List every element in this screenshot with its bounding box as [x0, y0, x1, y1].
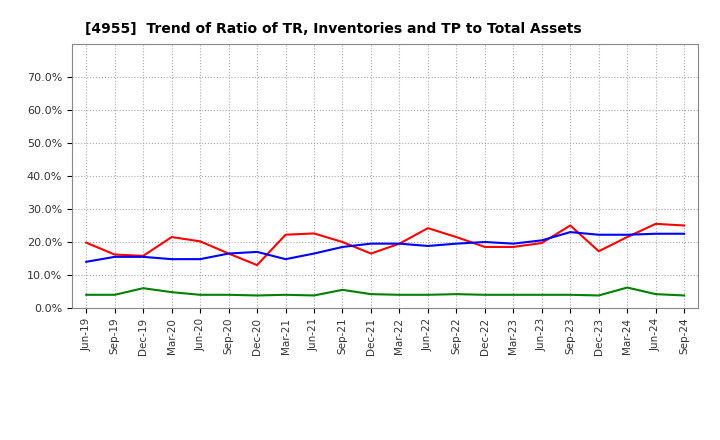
Trade Payables [680, 293, 688, 298]
Trade Payables [196, 292, 204, 297]
Trade Receivables [395, 241, 404, 246]
Trade Payables [82, 292, 91, 297]
Trade Receivables [253, 262, 261, 268]
Trade Receivables [167, 235, 176, 240]
Trade Payables [623, 285, 631, 290]
Trade Payables [282, 292, 290, 297]
Inventories [480, 239, 489, 245]
Trade Receivables [595, 249, 603, 254]
Line: Inventories: Inventories [86, 232, 684, 262]
Trade Receivables [680, 223, 688, 228]
Trade Payables [310, 293, 318, 298]
Trade Payables [652, 291, 660, 297]
Inventories [423, 243, 432, 249]
Trade Payables [509, 292, 518, 297]
Trade Payables [395, 292, 404, 297]
Inventories [225, 251, 233, 256]
Inventories [680, 231, 688, 236]
Trade Receivables [366, 251, 375, 256]
Trade Payables [338, 287, 347, 293]
Inventories [253, 249, 261, 254]
Trade Payables [566, 292, 575, 297]
Trade Payables [167, 290, 176, 295]
Trade Receivables [338, 239, 347, 245]
Inventories [167, 257, 176, 262]
Inventories [82, 259, 91, 264]
Trade Receivables [452, 235, 461, 240]
Trade Receivables [423, 225, 432, 231]
Inventories [537, 238, 546, 243]
Trade Payables [253, 293, 261, 298]
Inventories [282, 257, 290, 262]
Trade Receivables [652, 221, 660, 227]
Inventories [338, 244, 347, 249]
Line: Trade Payables: Trade Payables [86, 288, 684, 296]
Trade Receivables [139, 253, 148, 258]
Trade Payables [110, 292, 119, 297]
Inventories [509, 241, 518, 246]
Trade Receivables [566, 223, 575, 228]
Trade Payables [452, 291, 461, 297]
Inventories [652, 231, 660, 236]
Trade Receivables [509, 244, 518, 249]
Trade Payables [423, 292, 432, 297]
Trade Receivables [310, 231, 318, 236]
Trade Receivables [225, 251, 233, 256]
Trade Receivables [623, 235, 631, 240]
Trade Receivables [282, 232, 290, 238]
Inventories [310, 251, 318, 256]
Inventories [110, 254, 119, 260]
Inventories [566, 230, 575, 235]
Line: Trade Receivables: Trade Receivables [86, 224, 684, 265]
Inventories [139, 254, 148, 260]
Trade Payables [537, 292, 546, 297]
Inventories [623, 232, 631, 238]
Trade Payables [139, 286, 148, 291]
Trade Payables [225, 292, 233, 297]
Inventories [595, 232, 603, 238]
Trade Receivables [110, 252, 119, 257]
Inventories [452, 241, 461, 246]
Trade Payables [480, 292, 489, 297]
Trade Receivables [82, 240, 91, 245]
Inventories [395, 241, 404, 246]
Trade Receivables [196, 238, 204, 244]
Text: [4955]  Trend of Ratio of TR, Inventories and TP to Total Assets: [4955] Trend of Ratio of TR, Inventories… [84, 22, 581, 36]
Trade Payables [595, 293, 603, 298]
Trade Payables [366, 291, 375, 297]
Inventories [366, 241, 375, 246]
Trade Receivables [480, 244, 489, 249]
Trade Receivables [537, 240, 546, 246]
Inventories [196, 257, 204, 262]
